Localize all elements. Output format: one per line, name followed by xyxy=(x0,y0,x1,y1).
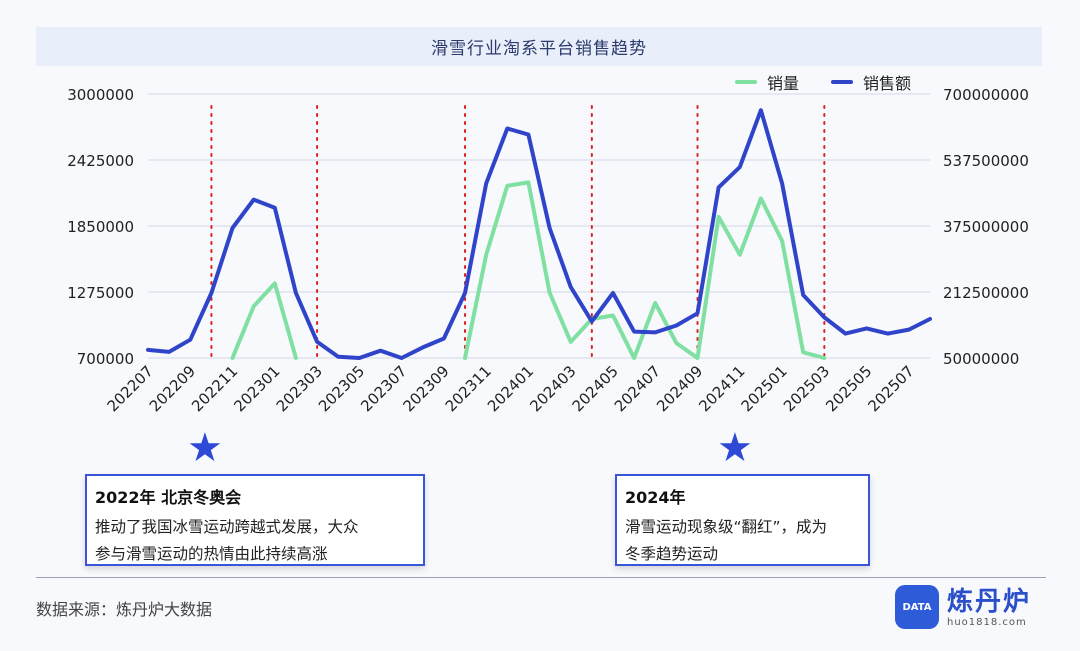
y-left-tick-label: 1850000 xyxy=(67,218,134,236)
star-icon: ★ xyxy=(187,425,223,471)
x-tick-label: 202303 xyxy=(273,362,326,415)
x-tick-label: 202501 xyxy=(738,362,791,415)
annotation-line: 推动了我国冰雪运动跨越式发展，大众 xyxy=(95,518,359,536)
y-right-tick-label: 537500000 xyxy=(943,152,1029,170)
y-right-tick-label: 50000000 xyxy=(943,350,1019,368)
star-icon: ★ xyxy=(717,425,753,471)
series-line-amount xyxy=(146,108,932,360)
legend-swatch-amount xyxy=(831,80,854,84)
x-tick-label: 202507 xyxy=(864,362,917,415)
x-tick-label: 202407 xyxy=(611,362,664,415)
x-tick-label: 202503 xyxy=(780,362,833,415)
x-tick-label: 202505 xyxy=(822,362,875,415)
annotation-title: 2024年 xyxy=(625,488,686,507)
x-tick-label: 202305 xyxy=(315,362,368,415)
x-tick-label: 202405 xyxy=(569,362,622,415)
line-chart: 3000000 2425000 1850000 1275000 700000 700000… xyxy=(67,86,1029,415)
x-tick-label: 202211 xyxy=(188,362,241,415)
y-left-tick-label: 1275000 xyxy=(67,284,134,302)
x-tick-label: 202409 xyxy=(653,362,706,415)
x-tick-label: 202309 xyxy=(399,362,452,415)
y-right-tick-label: 700000000 xyxy=(943,86,1029,104)
annotation-line: 滑雪运动现象级“翻红”，成为 xyxy=(625,518,828,536)
series-line-volume xyxy=(230,281,298,360)
x-tick-label: 202207 xyxy=(104,362,157,415)
logo-badge-icon: DATA xyxy=(895,585,939,629)
legend-label-amount: 销售额 xyxy=(863,74,912,93)
brand-logo: DATA 炼丹炉 huo1818.com xyxy=(895,585,1031,629)
x-tick-label: 202209 xyxy=(146,362,199,415)
y-left-tick-label: 3000000 xyxy=(67,86,134,104)
y-left-tick-label: 700000 xyxy=(77,350,134,368)
x-tick-label: 202301 xyxy=(230,362,283,415)
annotation-title: 2022年 北京冬奥会 xyxy=(95,488,242,507)
footer-divider xyxy=(36,577,1046,578)
x-tick-label: 202411 xyxy=(695,362,748,415)
legend-item-sales-volume: 销量 xyxy=(735,70,799,94)
x-tick-label: 202311 xyxy=(442,362,495,415)
y-left-tick-label: 2425000 xyxy=(67,152,134,170)
annotation-line: 参与滑雪运动的热情由此持续高涨 xyxy=(95,545,328,563)
annotation-2022-olympics: 2022年 北京冬奥会 推动了我国冰雪运动跨越式发展，大众 参与滑雪运动的热情由… xyxy=(85,474,425,566)
legend-item-sales-amount: 销售额 xyxy=(831,70,911,94)
x-tick-label: 202307 xyxy=(357,362,410,415)
y-right-tick-label: 212500000 xyxy=(943,284,1029,302)
logo-url: huo1818.com xyxy=(947,616,1027,628)
legend-swatch-volume xyxy=(735,80,757,84)
logo-name: 炼丹炉 xyxy=(947,586,1032,617)
chart-title: 滑雪行业淘系平台销售趋势 xyxy=(36,27,1042,66)
x-tick-label: 202403 xyxy=(526,362,579,415)
legend-label-volume: 销量 xyxy=(767,74,800,93)
annotation-line: 冬季趋势运动 xyxy=(625,545,719,563)
legend: 销量 销售额 xyxy=(735,70,911,94)
x-tick-label: 202401 xyxy=(484,362,537,415)
chart-title-text: 滑雪行业淘系平台销售趋势 xyxy=(431,39,647,59)
data-source: 数据来源：炼丹炉大数据 xyxy=(36,600,213,619)
y-right-tick-label: 375000000 xyxy=(943,218,1029,236)
annotation-2024: 2024年 滑雪运动现象级“翻红”，成为 冬季趋势运动 xyxy=(615,474,870,566)
